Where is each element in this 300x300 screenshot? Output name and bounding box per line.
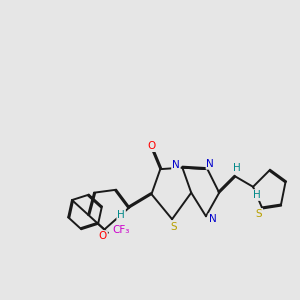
Text: H: H	[117, 210, 125, 220]
Text: O: O	[147, 141, 156, 151]
Text: CF₃: CF₃	[112, 225, 130, 236]
Text: S: S	[170, 222, 177, 232]
Text: N: N	[206, 159, 214, 169]
Text: O: O	[99, 231, 107, 241]
Text: N: N	[172, 160, 180, 170]
Text: S: S	[256, 209, 262, 219]
Text: N: N	[208, 214, 216, 224]
Text: H: H	[233, 163, 241, 173]
Text: H: H	[253, 190, 260, 200]
